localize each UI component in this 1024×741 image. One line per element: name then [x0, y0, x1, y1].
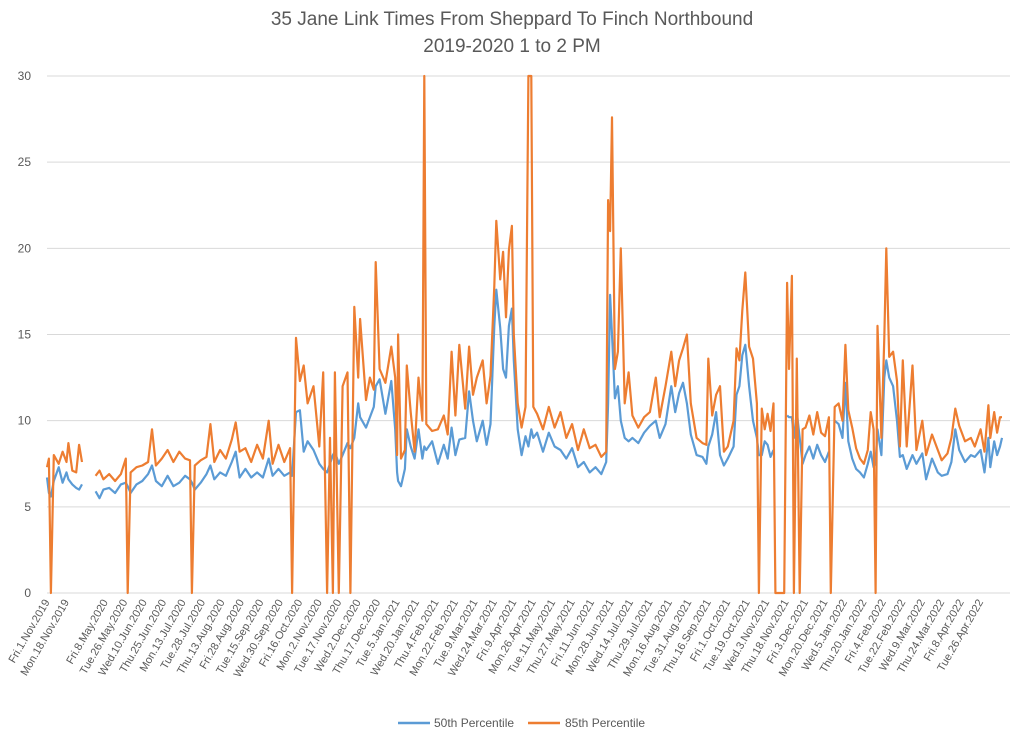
y-axis-ticks: 0 5 10 15 20 25 30: [18, 69, 32, 600]
series-lines: [45, 74, 1004, 595]
legend-label-85th: 85th Percentile: [565, 716, 645, 730]
y-tick-label: 5: [24, 500, 31, 514]
chart-title: 35 Jane Link Times From Sheppard To Finc…: [271, 9, 753, 30]
legend-label-50th: 50th Percentile: [434, 716, 514, 730]
y-tick-label: 10: [18, 414, 32, 428]
y-tick-label: 0: [24, 586, 31, 600]
x-axis-ticks: Fri.1.Nov.2019Mon.18.Nov.2019Fri.8.May.2…: [7, 597, 987, 679]
series-line-segment: [833, 359, 1004, 481]
y-tick-label: 25: [18, 155, 32, 169]
series-line-segment: [45, 466, 83, 498]
y-tick-label: 20: [18, 241, 32, 255]
legend: 50th Percentile 85th Percentile: [398, 716, 645, 730]
chart-subtitle: 2019-2020 1 to 2 PM: [423, 36, 600, 57]
series-line-segment: [45, 442, 84, 595]
y-tick-label: 15: [18, 328, 32, 342]
y-tick-label: 30: [18, 69, 32, 83]
series-85th-percentile: [45, 74, 1003, 595]
series-line-segment: [94, 288, 775, 500]
